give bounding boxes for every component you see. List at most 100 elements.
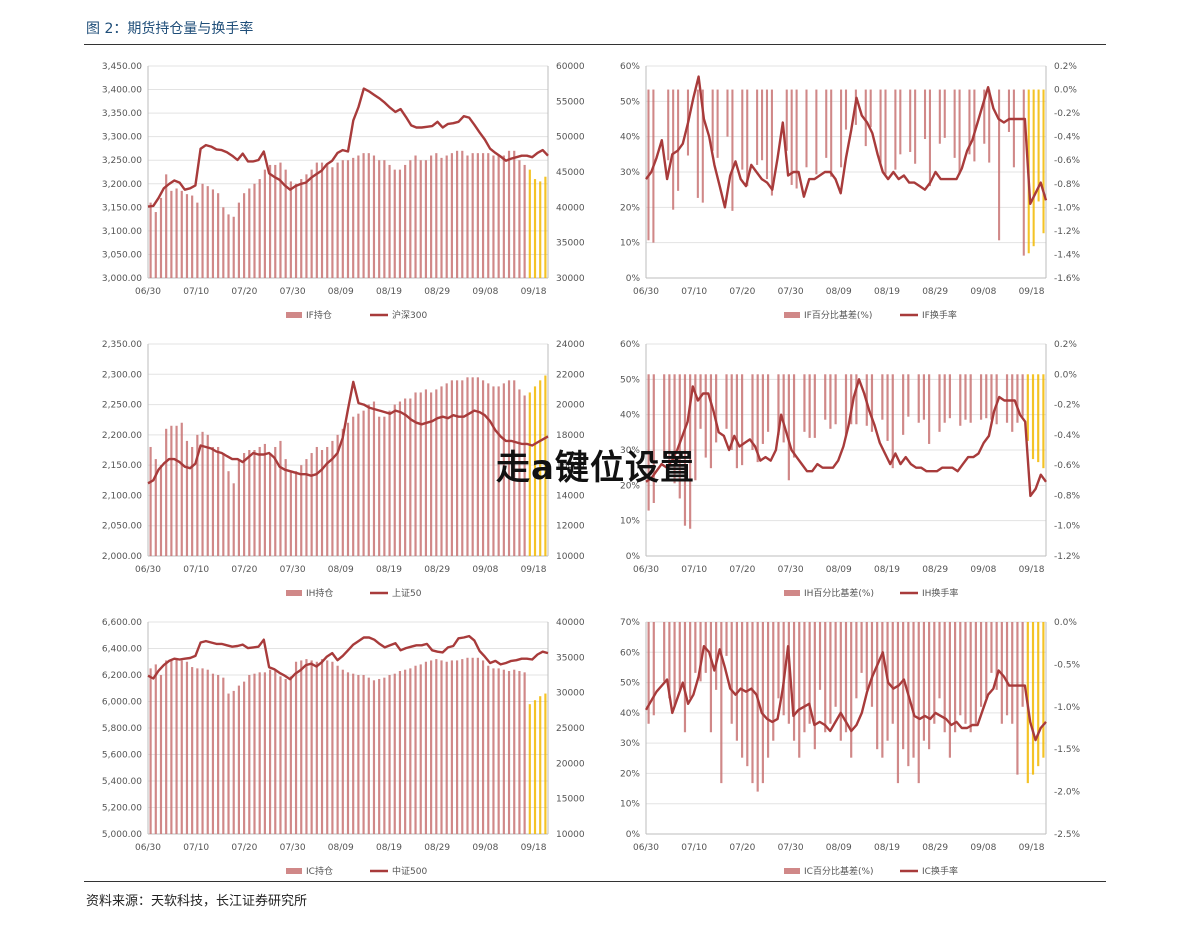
- y-right-tick-label: 20000: [556, 401, 585, 411]
- bar: [943, 89, 946, 138]
- bar: [170, 659, 173, 834]
- bar: [790, 89, 793, 185]
- bar: [735, 374, 738, 469]
- bar: [1042, 374, 1045, 469]
- bar: [227, 471, 230, 556]
- bar: [326, 164, 329, 278]
- series-line: [147, 380, 549, 485]
- bar: [268, 669, 272, 834]
- y-left-tick-label: 3,150.00: [102, 203, 142, 213]
- bar: [284, 678, 287, 834]
- bar: [766, 622, 770, 758]
- bar: [720, 622, 723, 784]
- bar: [983, 89, 986, 144]
- bar: [860, 622, 863, 673]
- bar: [274, 671, 277, 834]
- bar: [973, 89, 976, 162]
- bar: [154, 664, 157, 834]
- bar: [430, 155, 433, 278]
- bar: [894, 89, 897, 170]
- x-tick-label: 09/08: [472, 565, 498, 575]
- bar: [393, 169, 396, 278]
- bar: [902, 622, 905, 750]
- legend-label: 上证50: [392, 588, 422, 599]
- bar: [513, 150, 516, 278]
- bar: [362, 153, 365, 278]
- bar: [844, 622, 848, 733]
- y-right-tick-label: -1.5%: [1054, 745, 1081, 755]
- bar: [487, 383, 490, 556]
- bar: [923, 89, 927, 140]
- bar: [988, 89, 991, 163]
- bar: [222, 207, 225, 278]
- bar: [502, 669, 505, 834]
- bar: [461, 659, 464, 834]
- bar: [1042, 89, 1045, 234]
- bar: [409, 160, 412, 278]
- bar: [300, 179, 303, 278]
- bar: [258, 446, 261, 556]
- bar: [294, 183, 298, 278]
- series-line: [645, 378, 1047, 498]
- bar: [533, 386, 537, 556]
- y-left-tick-label: 30%: [620, 168, 640, 178]
- bar: [263, 169, 266, 278]
- bar: [253, 183, 256, 278]
- bar: [206, 669, 209, 834]
- y-left-tick-label: 3,200.00: [102, 180, 142, 190]
- bar: [683, 622, 687, 733]
- bar: [248, 188, 251, 278]
- bar: [761, 374, 764, 444]
- x-tick-label: 08/29: [922, 843, 948, 853]
- bar: [533, 700, 537, 834]
- bar: [787, 622, 790, 724]
- bar: [388, 410, 391, 556]
- x-tick-label: 07/20: [231, 287, 257, 297]
- bar: [865, 622, 868, 690]
- bar: [1005, 622, 1009, 716]
- bar: [232, 483, 235, 556]
- bar: [528, 392, 531, 556]
- bar: [513, 380, 516, 556]
- chart-svg: 0% 10% 20% 30% 40% 50% 60% 70% -2.5% -2.0% -1.5% -1…: [620, 618, 1081, 877]
- bar: [1031, 622, 1035, 775]
- bar: [435, 389, 438, 556]
- bar: [243, 453, 246, 556]
- x-tick-label: 08/29: [922, 565, 948, 575]
- bar: [785, 89, 788, 151]
- bar: [440, 157, 443, 278]
- bar: [414, 155, 417, 278]
- y-left-tick-label: 3,350.00: [102, 109, 142, 119]
- bar: [170, 190, 173, 278]
- bar: [741, 89, 744, 170]
- chart-if-open-interest: 3,000.00 3,050.00 3,100.00 3,150.00 3,200.00…: [90, 56, 600, 326]
- y-left-tick-label: 3,000.00: [102, 274, 142, 284]
- y-right-tick-label: 45000: [556, 168, 585, 178]
- x-tick-label: 06/30: [633, 843, 659, 853]
- bar: [881, 622, 884, 758]
- bar: [279, 162, 282, 278]
- bar: [383, 416, 386, 556]
- bar: [864, 89, 867, 147]
- bar: [959, 622, 962, 716]
- bar: [725, 374, 728, 429]
- bar: [891, 622, 894, 724]
- bar: [948, 622, 951, 758]
- y-right-tick-label: 24000: [556, 340, 585, 350]
- bar: [990, 374, 993, 420]
- bar: [539, 696, 542, 834]
- chart-ic-open-interest: 5,000.00 5,200.00 5,400.00 5,600.00 5,800.00…: [90, 612, 600, 882]
- bar: [248, 450, 251, 556]
- bar: [694, 622, 697, 673]
- bar: [274, 164, 277, 278]
- bar: [430, 660, 433, 834]
- bar: [211, 189, 215, 278]
- bar: [450, 153, 453, 278]
- bar: [834, 622, 837, 707]
- bar: [711, 89, 714, 151]
- bar: [367, 677, 370, 834]
- bar: [818, 622, 822, 690]
- bar: [990, 622, 993, 673]
- y-left-tick-label: 40%: [620, 709, 640, 719]
- bar: [450, 380, 453, 556]
